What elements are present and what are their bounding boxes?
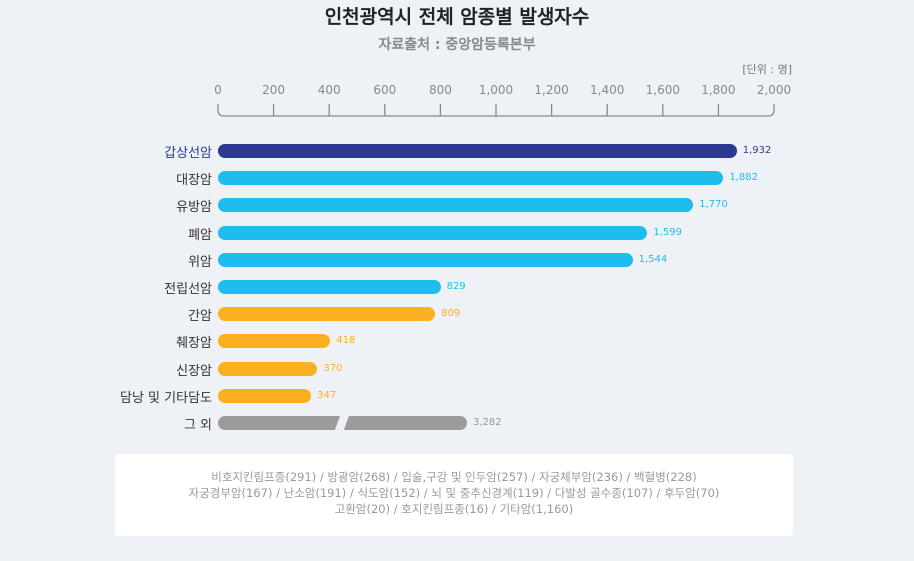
bar xyxy=(218,280,441,294)
tick-label: 600 xyxy=(373,83,397,97)
bar xyxy=(218,225,648,240)
category-label: 간암 xyxy=(188,309,212,325)
bar xyxy=(218,388,312,403)
category-label: 갑상선암 xyxy=(164,146,212,161)
value-label: 1,882 xyxy=(729,172,758,184)
bar xyxy=(218,307,436,322)
bar xyxy=(218,252,633,267)
note-line: 고환암(20) / 호지킨림프종(16) / 기타암(1,160) xyxy=(334,502,574,516)
tick-label: 800 xyxy=(428,83,452,97)
value-label: 370 xyxy=(323,362,343,374)
category-label: 폐암 xyxy=(188,227,212,243)
tick-label: 1,400 xyxy=(590,83,625,97)
value-label: 809 xyxy=(441,308,461,320)
unit-label: [단위 : 명] xyxy=(742,63,792,76)
category-label: 신장암 xyxy=(176,363,212,379)
category-label: 위암 xyxy=(188,254,212,270)
tick-label: 200 xyxy=(262,83,286,97)
tick-label: 2,000 xyxy=(756,83,792,97)
tick-label: 1,600 xyxy=(645,83,680,97)
value-label: 347 xyxy=(317,389,337,401)
tick-label: 400 xyxy=(317,83,341,97)
category-label: 담낭 및 기타담도 xyxy=(120,390,212,406)
tick-label: 1,200 xyxy=(534,83,569,97)
category-label: 유방암 xyxy=(176,200,212,216)
value-label: 3,282 xyxy=(473,417,502,428)
tick-label: 0 xyxy=(214,83,222,97)
category-label: 그 외 xyxy=(183,418,212,433)
bar xyxy=(218,144,737,158)
value-label: 1,932 xyxy=(742,145,772,156)
category-label: 대장암 xyxy=(176,173,212,189)
value-label: 418 xyxy=(336,335,356,347)
value-label: 1,544 xyxy=(638,253,668,265)
tick-label: 1,800 xyxy=(701,83,736,97)
bar xyxy=(218,334,331,349)
chart-title: 인천광역시 전체 암종별 발생자수 xyxy=(324,6,590,28)
bar xyxy=(218,416,467,430)
bar xyxy=(218,361,318,376)
category-label: 전립선암 xyxy=(164,282,212,297)
note-line: 자궁경부암(167) / 난소암(191) / 식도암(152) / 뇌 및 중… xyxy=(188,486,720,500)
note-line: 비호지킨림프종(291) / 방광암(268) / 입술,구강 및 인두암(25… xyxy=(211,470,697,484)
bar xyxy=(218,171,724,186)
value-label: 1,770 xyxy=(699,199,728,211)
bar xyxy=(218,198,694,213)
tick-label: 1,000 xyxy=(478,83,514,97)
others-note: 비호지킨림프종(291) / 방광암(268) / 입술,구강 및 인두암(25… xyxy=(115,454,793,536)
axis-line xyxy=(217,104,775,117)
chart-subtitle: 자료출처 : 중앙암등록본부 xyxy=(378,37,536,53)
value-label: 1,599 xyxy=(653,226,682,238)
category-label: 췌장암 xyxy=(176,336,212,352)
value-label: 829 xyxy=(446,281,466,292)
